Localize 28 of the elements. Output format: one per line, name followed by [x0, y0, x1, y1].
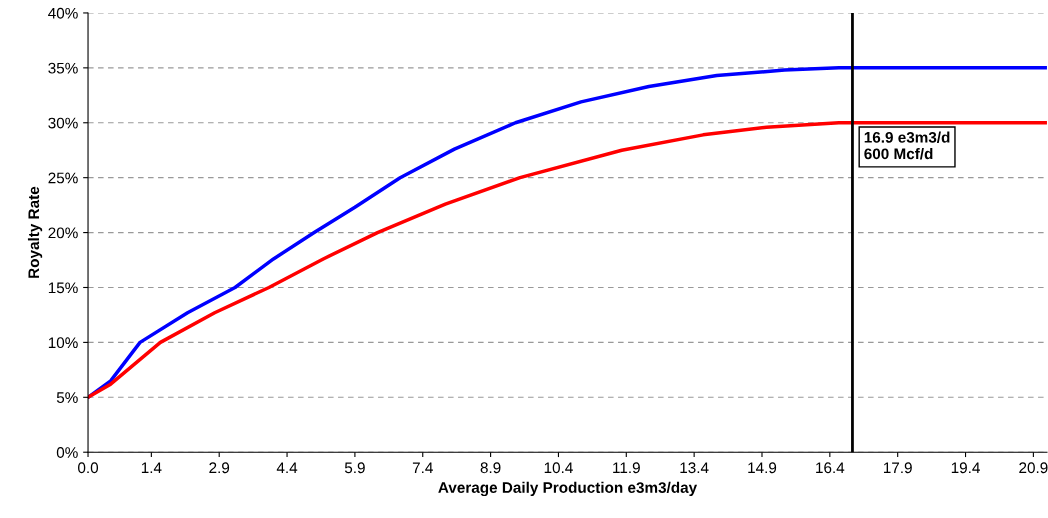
y-tick-label: 0% — [56, 447, 78, 458]
y-tick-label: 25% — [48, 172, 78, 184]
y-tick-label: 15% — [48, 282, 78, 294]
x-tick-label: 20.9 — [1019, 462, 1048, 474]
y-tick-label: 30% — [48, 117, 78, 129]
y-tick-label: 35% — [48, 62, 78, 74]
x-tick-label: 1.4 — [141, 462, 162, 474]
x-tick-label: 4.4 — [276, 462, 298, 474]
y-tick-label: 10% — [48, 337, 78, 349]
x-tick-label: 17.9 — [883, 462, 912, 474]
x-tick-label: 14.9 — [748, 462, 777, 474]
x-tick-label: 19.4 — [951, 462, 980, 474]
x-tick-label: 2.9 — [209, 462, 230, 474]
y-tick-label: 5% — [56, 392, 78, 403]
ref-line-label: 16.9 e3m3/d 600 Mcf/d — [864, 131, 950, 160]
x-tick-label: 10.4 — [544, 462, 573, 474]
x-tick-label: 13.4 — [680, 462, 709, 474]
x-tick-label: 5.9 — [344, 462, 365, 474]
x-tick-label: 16.4 — [816, 462, 845, 474]
x-tick-label: 7.4 — [412, 462, 433, 474]
x-tick-label: 11.9 — [613, 462, 640, 474]
line-series — [88, 121, 1047, 400]
x-tick-label: 0.0 — [78, 462, 99, 474]
x-axis-title: Average Daily Production e3m3/day — [438, 481, 698, 497]
x-tick-label: 8.9 — [480, 462, 501, 474]
y-tick-label: 20% — [48, 227, 78, 239]
y-axis-title: Royalty Rate — [27, 186, 43, 278]
y-tick-label: 40% — [48, 7, 78, 19]
